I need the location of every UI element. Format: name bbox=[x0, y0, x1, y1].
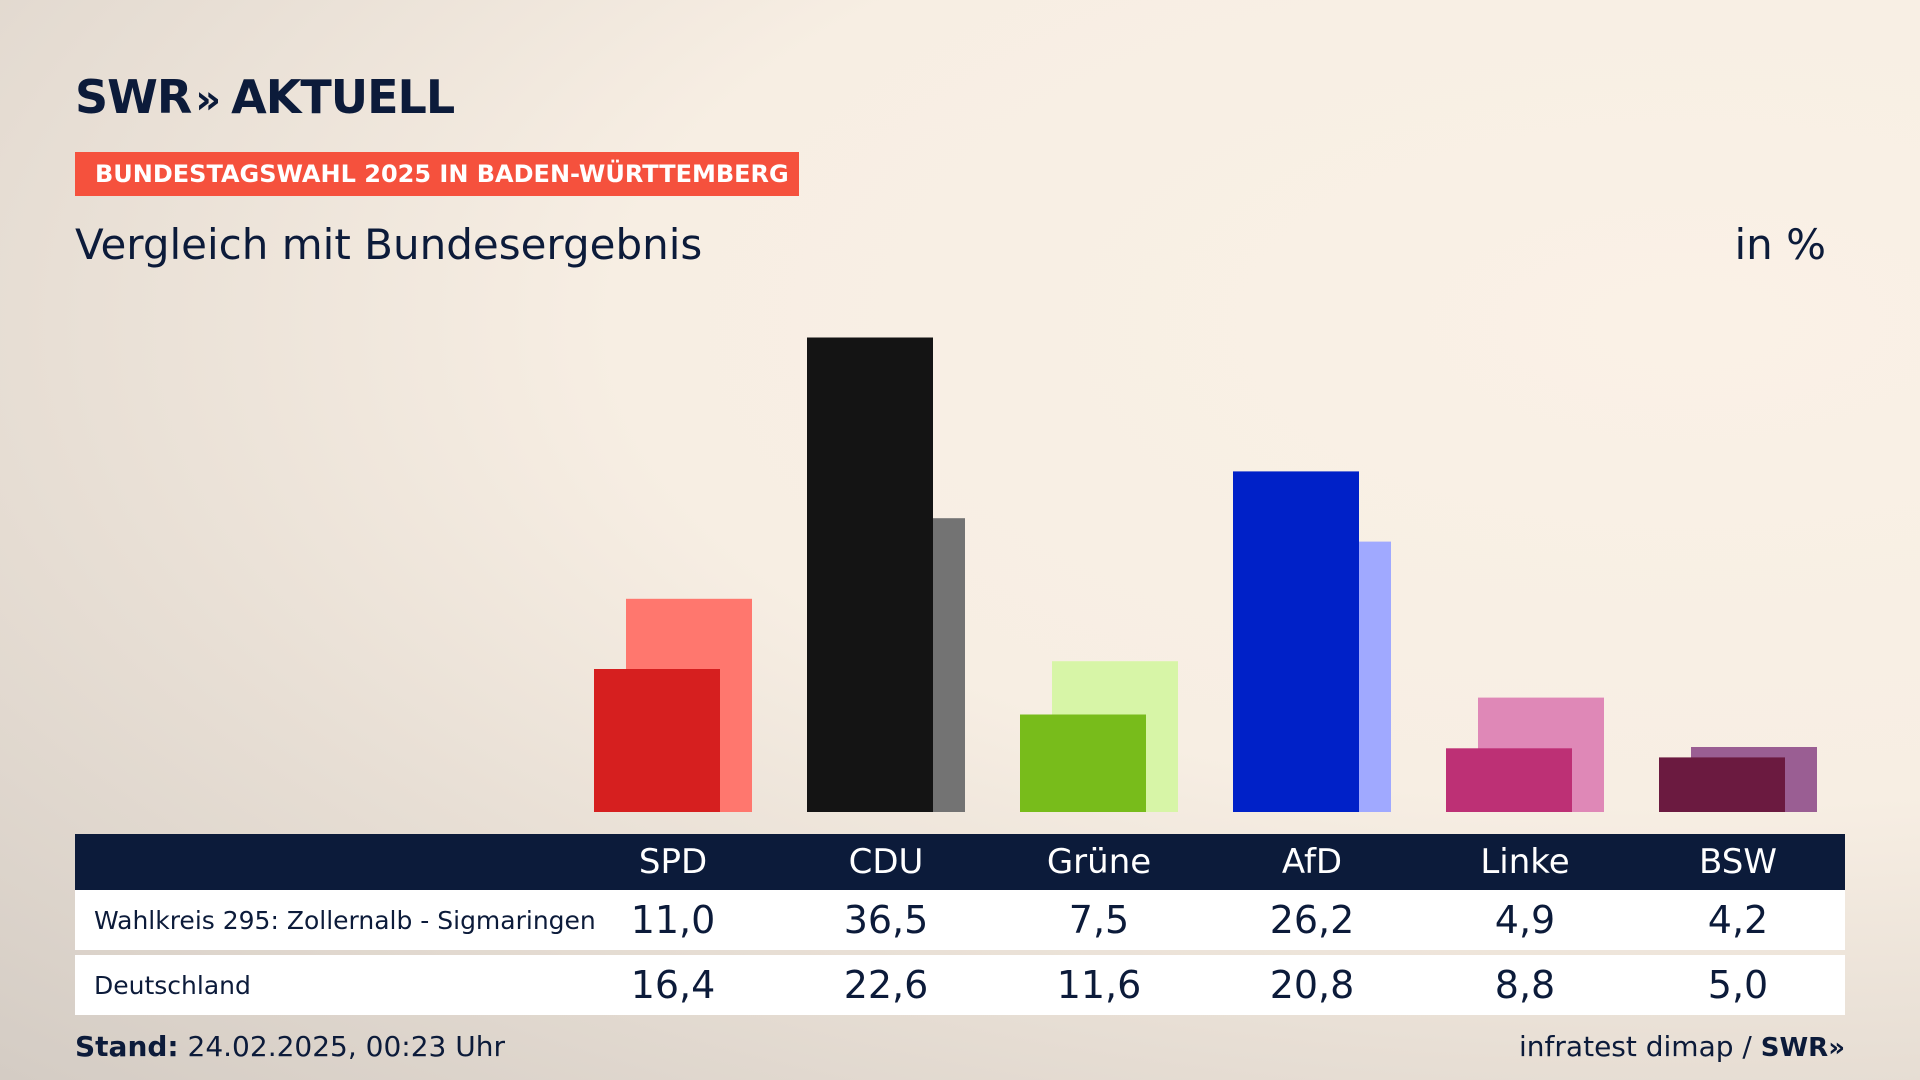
header-grne: Grüne bbox=[1046, 842, 1152, 882]
table-row: Wahlkreis 295: Zollernalb - Sigmaringen 1… bbox=[75, 890, 1845, 950]
logo-swr: SWR bbox=[75, 70, 192, 124]
timestamp: Stand: 24.02.2025, 00:23 Uhr bbox=[75, 1030, 505, 1063]
value-cell: 11,6 bbox=[1056, 963, 1142, 1007]
bar-wahlkreis-afd bbox=[1233, 471, 1359, 812]
bar-wahlkreis-spd bbox=[594, 669, 720, 812]
value-cell: 4,2 bbox=[1707, 898, 1769, 942]
value-cell: 26,2 bbox=[1269, 898, 1355, 942]
election-tag-text: BUNDESTAGSWAHL 2025 IN BADEN-WÜRTTEMBERG bbox=[95, 160, 789, 188]
value-cell: 11,0 bbox=[630, 898, 716, 942]
value-cell: 5,0 bbox=[1707, 963, 1769, 1007]
header-spd: SPD bbox=[638, 842, 708, 882]
table-body: Wahlkreis 295: Zollernalb - Sigmaringen 1… bbox=[75, 890, 1845, 1015]
swr-brand-icon: SWR» bbox=[1760, 1033, 1845, 1063]
row-label: Wahlkreis 295: Zollernalb - Sigmaringen bbox=[94, 905, 596, 935]
value-cell: 8,8 bbox=[1494, 963, 1556, 1007]
value-cell: 36,5 bbox=[843, 898, 929, 942]
election-tag: BUNDESTAGSWAHL 2025 IN BADEN-WÜRTTEMBERG bbox=[75, 152, 799, 196]
results-table: SPD CDU Grüne AfD Linke BSW Wahlkreis 295: Zo… bbox=[75, 834, 1845, 1015]
table-row: Deutschland 16,4 22,6 11,6 20,8 8,8 5,0 bbox=[75, 955, 1845, 1015]
value-cell: 20,8 bbox=[1269, 963, 1355, 1007]
table-header: SPD CDU Grüne AfD Linke BSW bbox=[75, 834, 1845, 890]
swr-aktuell-logo: SWR» AKTUELL bbox=[75, 70, 455, 124]
header-afd: AfD bbox=[1281, 842, 1343, 882]
stand-label: Stand: bbox=[75, 1030, 179, 1063]
value-cell: 7,5 bbox=[1068, 898, 1130, 942]
logo-aktuell: AKTUELL bbox=[231, 70, 455, 124]
unit-label: in % bbox=[1734, 220, 1826, 269]
source-text: infratest dimap / bbox=[1519, 1030, 1752, 1063]
bar-wahlkreis-grne bbox=[1020, 714, 1146, 812]
row-label: Deutschland bbox=[94, 970, 251, 1000]
bar-wahlkreis-cdu bbox=[807, 337, 933, 812]
value-cell: 22,6 bbox=[843, 963, 929, 1007]
header-bsw: BSW bbox=[1699, 842, 1777, 882]
value-cell: 16,4 bbox=[630, 963, 716, 1007]
chart-title: Vergleich mit Bundesergebnis bbox=[75, 220, 703, 269]
header-cdu: CDU bbox=[848, 842, 924, 882]
source-credit: infratest dimap / SWR» bbox=[1519, 1030, 1845, 1063]
bar-wahlkreis-linke bbox=[1446, 748, 1572, 812]
value-cell: 4,9 bbox=[1494, 898, 1556, 942]
bar-wahlkreis-bsw bbox=[1659, 757, 1785, 812]
stand-value: 24.02.2025, 00:23 Uhr bbox=[187, 1030, 505, 1063]
header-linke: Linke bbox=[1480, 842, 1570, 882]
